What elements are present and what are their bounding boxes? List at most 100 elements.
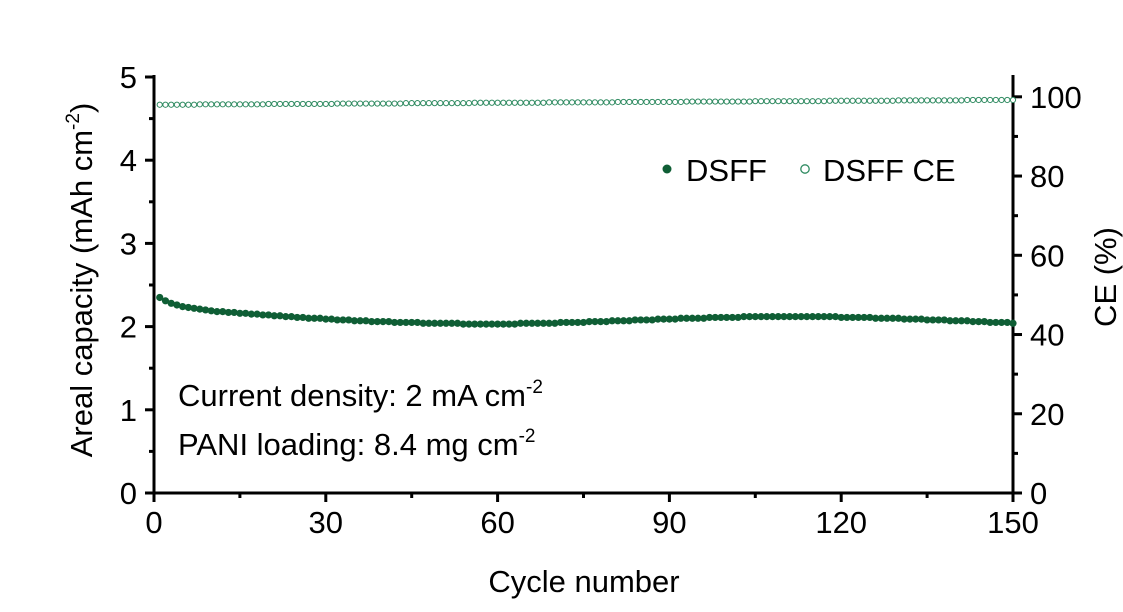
data-point-dsff-ce bbox=[689, 98, 696, 105]
data-point-dsff-ce bbox=[614, 98, 621, 106]
data-point-dsff-ce bbox=[425, 100, 432, 107]
data-point-dsff-ce bbox=[981, 96, 988, 104]
data-point-dsff bbox=[986, 318, 994, 327]
series-dsff bbox=[156, 293, 1017, 328]
data-point-dsff-ce bbox=[740, 98, 747, 105]
data-point-dsff bbox=[534, 319, 542, 327]
data-point-dsff bbox=[849, 313, 857, 322]
data-point-dsff-ce bbox=[265, 100, 272, 108]
data-point-dsff-ce bbox=[918, 97, 925, 104]
data-point-dsff-ce bbox=[357, 100, 364, 107]
data-point-dsff bbox=[929, 316, 937, 324]
data-point-dsff bbox=[694, 314, 702, 322]
data-point-dsff-ce bbox=[465, 100, 473, 107]
data-point-dsff-ce bbox=[505, 99, 513, 106]
data-point-dsff-ce bbox=[609, 99, 616, 106]
data-point-dsff bbox=[740, 313, 748, 321]
y-left-tick-label: 1 bbox=[120, 393, 137, 428]
data-point-dsff bbox=[923, 316, 931, 324]
data-point-dsff-ce bbox=[494, 99, 501, 106]
data-point-dsff bbox=[711, 313, 719, 322]
data-point-dsff bbox=[631, 316, 639, 324]
data-point-dsff bbox=[940, 316, 948, 324]
ticks bbox=[145, 75, 1022, 502]
data-point-dsff-ce bbox=[242, 101, 249, 108]
data-point-dsff bbox=[889, 314, 897, 322]
data-point-dsff-ce bbox=[975, 96, 982, 104]
data-point-dsff bbox=[156, 293, 164, 302]
data-point-dsff bbox=[236, 309, 244, 317]
data-point-dsff-ce bbox=[603, 99, 610, 106]
data-point-dsff-ce bbox=[620, 98, 627, 106]
data-point-dsff bbox=[751, 313, 759, 321]
data-point-dsff bbox=[322, 315, 330, 323]
data-point-dsff bbox=[906, 315, 914, 323]
data-point-dsff bbox=[917, 315, 925, 323]
data-point-dsff-ce bbox=[820, 98, 828, 105]
data-point-dsff bbox=[305, 314, 313, 322]
data-point-dsff-ce bbox=[855, 97, 862, 104]
data-point-dsff bbox=[264, 311, 273, 319]
data-point-dsff bbox=[362, 317, 370, 325]
data-point-dsff-ce bbox=[969, 96, 977, 104]
data-point-dsff bbox=[196, 305, 204, 313]
data-point-dsff-ce bbox=[288, 100, 295, 108]
data-point-dsff-ce bbox=[729, 98, 736, 105]
data-point-dsff bbox=[642, 316, 651, 324]
data-point-dsff-ce bbox=[838, 97, 845, 104]
data-point-dsff-ce bbox=[694, 98, 702, 105]
data-point-dsff bbox=[453, 319, 462, 327]
data-point-dsff-ce bbox=[460, 100, 467, 107]
data-point-dsff-ce bbox=[1004, 96, 1011, 104]
data-point-dsff bbox=[585, 318, 593, 326]
data-point-dsff-ce bbox=[792, 98, 799, 105]
data-point-dsff bbox=[1009, 319, 1017, 327]
data-point-dsff-ce bbox=[248, 101, 255, 108]
y-left-tick-label: 4 bbox=[120, 143, 137, 178]
data-point-dsff bbox=[757, 313, 765, 321]
data-point-dsff bbox=[597, 318, 605, 326]
data-point-dsff-ce bbox=[402, 100, 410, 107]
data-point-dsff bbox=[402, 318, 410, 327]
data-point-dsff bbox=[728, 313, 736, 322]
data-point-dsff-ce bbox=[236, 101, 243, 108]
data-point-dsff bbox=[831, 313, 840, 321]
data-point-dsff bbox=[385, 318, 393, 326]
data-point-dsff-ce bbox=[557, 99, 564, 106]
legend-label-dsff: DSFF bbox=[686, 153, 767, 188]
data-point-dsff-ce bbox=[568, 99, 576, 106]
data-point-dsff-ce bbox=[305, 100, 312, 108]
data-point-dsff-ce bbox=[941, 97, 948, 104]
data-point-dsff-ce bbox=[190, 101, 198, 108]
data-point-dsff-ce bbox=[706, 98, 713, 105]
data-point-dsff bbox=[654, 315, 662, 323]
data-point-dsff bbox=[671, 315, 679, 323]
data-point-dsff-ce bbox=[906, 97, 914, 104]
y-left-tick-label: 3 bbox=[120, 226, 137, 261]
data-point-dsff bbox=[396, 318, 404, 327]
y-right-tick-label: 20 bbox=[1030, 397, 1064, 432]
x-tick-label: 60 bbox=[480, 505, 514, 540]
x-tick-label: 30 bbox=[309, 505, 343, 540]
data-point-dsff-ce bbox=[179, 101, 186, 108]
data-point-dsff-ce bbox=[294, 100, 301, 108]
annotation-pani-loading: PANI loading: 8.4 mg cm-2 bbox=[178, 426, 535, 462]
data-point-dsff bbox=[488, 320, 496, 328]
data-point-dsff-ce bbox=[385, 100, 392, 107]
data-point-dsff bbox=[975, 318, 983, 326]
data-point-dsff bbox=[791, 313, 799, 321]
data-point-dsff-ce bbox=[786, 98, 793, 105]
data-point-dsff-ce bbox=[334, 100, 341, 107]
data-point-dsff bbox=[625, 317, 633, 325]
data-point-dsff bbox=[591, 318, 599, 326]
data-point-dsff-ce bbox=[649, 98, 656, 106]
data-point-dsff-ce bbox=[168, 101, 175, 108]
data-point-dsff-ce bbox=[912, 97, 919, 104]
data-point-dsff bbox=[333, 316, 341, 324]
data-point-dsff bbox=[339, 316, 347, 324]
data-point-dsff-ce bbox=[345, 100, 352, 107]
data-point-dsff-ce bbox=[551, 99, 558, 106]
data-point-dsff bbox=[408, 318, 416, 327]
data-point-dsff-ce bbox=[271, 100, 278, 108]
